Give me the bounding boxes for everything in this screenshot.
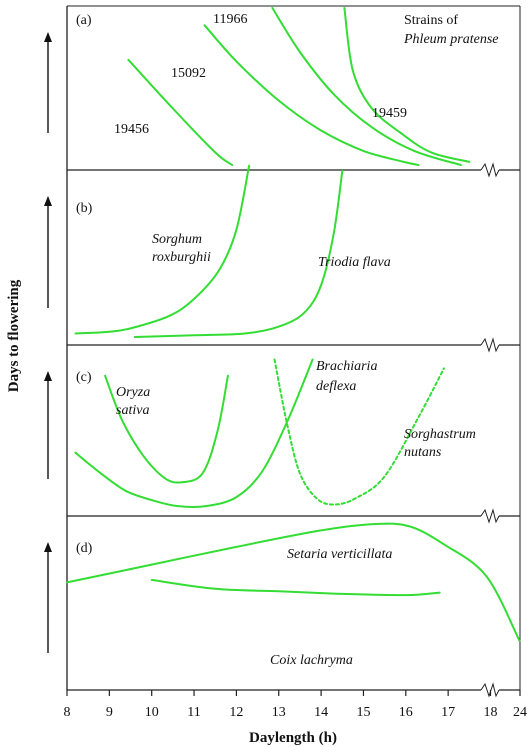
curves	[66, 7, 521, 642]
sorghum-roxburghii-curve	[74, 164, 251, 335]
series-label: roxburghii	[152, 250, 211, 265]
x-tick-label: 8	[64, 705, 71, 720]
x-tick-label: 13	[272, 705, 286, 720]
oryza-sativa-curve	[104, 374, 229, 484]
x-tick-label: 15	[356, 705, 370, 720]
coix-lachryma-curve	[150, 578, 441, 597]
sorghastrum-nutans-curve	[273, 358, 445, 506]
x-tick-label: 9	[106, 705, 113, 720]
y-axis-label: Days to flowering	[6, 279, 22, 392]
series-label: Sorghum	[152, 232, 202, 247]
x-tick-label: 12	[229, 705, 243, 720]
brachiaria-deflexa-curve	[74, 358, 314, 508]
x-axis-label: Daylength (h)	[249, 730, 337, 746]
x-tick-label: 10	[145, 705, 159, 720]
series-label: Triodia flava	[318, 255, 391, 270]
series-label: Setaria verticillata	[287, 547, 392, 562]
series-label: 15092	[171, 66, 206, 81]
triodia-flava-curve	[133, 169, 344, 338]
x-tick-label: 11	[187, 705, 200, 720]
panel-label: (d)	[76, 541, 93, 556]
phleum-pratense-text: Phleum pratense	[403, 32, 498, 47]
x-tick-label: 24	[513, 705, 527, 720]
setaria-verticillata-curve	[66, 522, 521, 642]
x-tick-label: 17	[441, 705, 455, 720]
series-label: 19459	[372, 106, 407, 121]
series-label: Brachiaria	[316, 359, 377, 374]
x-tick-label: 14	[314, 705, 328, 720]
x-tick-label: 18	[484, 705, 498, 720]
series-label: Oryza	[116, 385, 150, 400]
series-label: 19456	[114, 122, 149, 137]
series-label: 11966	[213, 12, 247, 27]
y-arrow-head	[44, 32, 52, 42]
11966-curve	[271, 7, 462, 166]
text-layer: Days to flowering Daylength (h) Strains …	[6, 12, 527, 746]
x-tick-label: 16	[399, 705, 413, 720]
axis-break-zigzag	[480, 337, 500, 353]
series-label: Sorghastrum	[404, 427, 476, 442]
axis-break-zigzag	[480, 508, 500, 524]
19459-curve	[343, 7, 471, 163]
15092-curve	[203, 24, 420, 166]
panel-label: (b)	[76, 201, 93, 216]
y-arrow-head	[44, 371, 52, 381]
19456-curve	[127, 58, 234, 166]
strains-of-text: Strains of	[404, 13, 458, 28]
panel-label: (c)	[76, 370, 92, 385]
series-label: deflexa	[316, 379, 356, 394]
y-arrow-head	[44, 542, 52, 552]
y-arrows	[44, 32, 52, 653]
figure-frame	[66, 5, 521, 698]
axis-break-zigzag	[480, 162, 500, 178]
y-arrow-head	[44, 196, 52, 206]
series-label: sativa	[116, 403, 149, 418]
series-label: Coix lachryma	[270, 653, 353, 668]
panel-label: (a)	[76, 13, 92, 28]
series-label: nutans	[404, 445, 442, 460]
